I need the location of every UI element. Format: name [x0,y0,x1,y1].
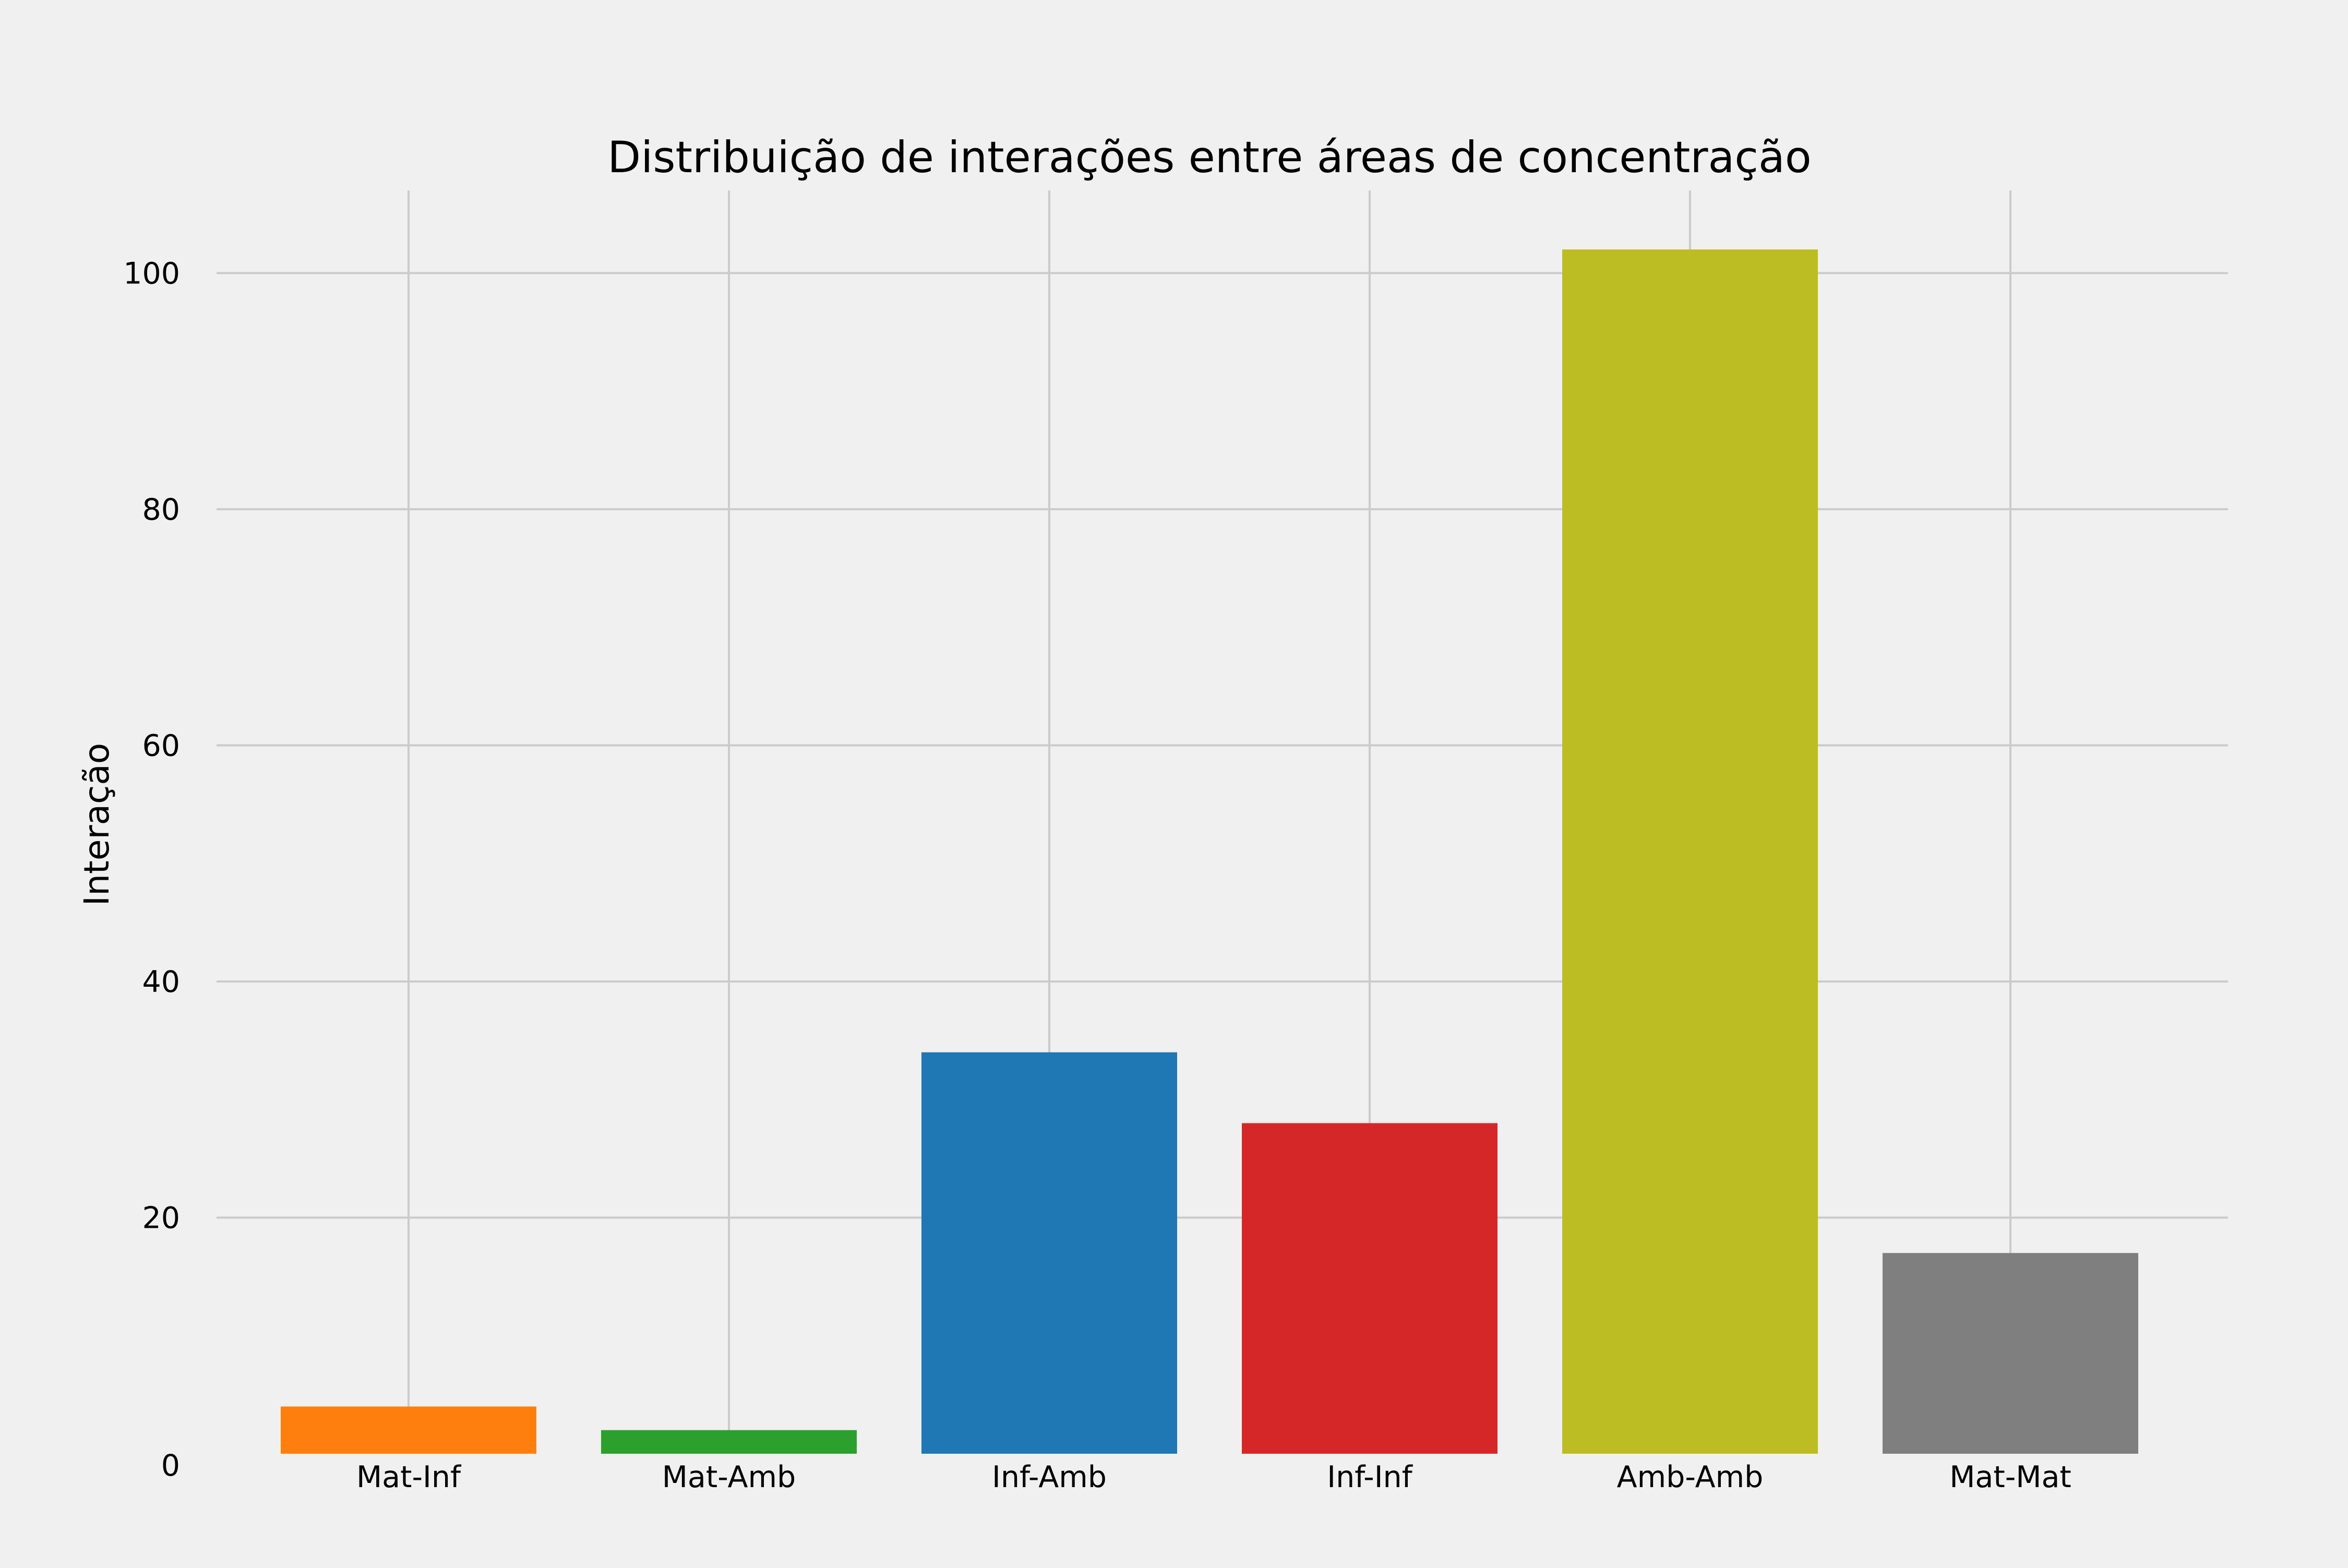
y-tick-label: 20 [142,1201,180,1235]
bar-inf-inf [1242,1123,1498,1454]
y-tick-labels: 0 20 40 60 80 100 [123,256,180,1483]
bar-amb-amb [1562,249,1818,1454]
y-tick-label: 0 [161,1449,180,1483]
x-tick-label: Inf-Amb [992,1460,1107,1494]
x-tick-label: Mat-Inf [356,1460,462,1494]
x-tick-labels: Mat-Inf Mat-Amb Inf-Amb Inf-Inf Amb-Amb Mat-M… [356,1460,2071,1494]
x-tick-label: Mat-Amb [662,1460,796,1494]
chart-title: Distribuição de interações entre áreas d… [607,132,1811,183]
bar-mat-amb [601,1430,857,1454]
bars [281,249,2138,1454]
y-axis-label: Interação [77,743,117,906]
y-tick-label: 40 [142,965,180,999]
bar-mat-inf [281,1406,536,1454]
y-tick-label: 80 [142,493,180,527]
y-tick-label: 100 [123,256,180,291]
bar-mat-mat [1883,1253,2138,1454]
bar-inf-amb [921,1052,1177,1454]
y-tick-label: 60 [142,728,180,763]
x-tick-label: Mat-Mat [1949,1460,2071,1494]
x-tick-label: Amb-Amb [1617,1460,1764,1494]
x-tick-label: Inf-Inf [1327,1460,1413,1494]
